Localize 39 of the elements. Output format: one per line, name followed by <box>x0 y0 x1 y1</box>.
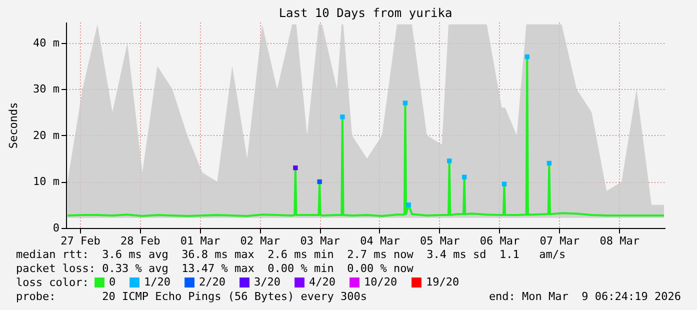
y-tick-label: 0 <box>52 222 60 234</box>
text: probe: 20 ICMP Echo Pings (56 Bytes) every 300s <box>16 290 367 303</box>
point <box>462 174 467 180</box>
legend-label: 19/20 <box>426 276 460 289</box>
point <box>317 179 322 184</box>
y-axis-title: Seconds <box>7 102 20 149</box>
y-tick-label: 10 m <box>33 175 60 188</box>
point <box>402 100 408 106</box>
legend-label: 2/20 <box>199 276 226 289</box>
point <box>340 114 345 120</box>
legend-label: 10/20 <box>364 276 398 289</box>
legend-label: 1/20 <box>144 276 170 289</box>
text: end: Mon Mar 9 06:24:19 2026 <box>488 290 681 303</box>
point <box>546 160 552 166</box>
x-tick-label: 02 Mar <box>240 234 280 248</box>
legend-label: 0 <box>109 276 116 289</box>
point <box>406 202 411 208</box>
legend-title: loss color: <box>16 276 89 289</box>
y-tick-label: 30 m <box>33 82 60 96</box>
text: median rtt: 3.6 ms avg 36.8 ms max 2.6 ms min 2.7 ms now 3.4 ms sd 1.1 am/s <box>16 248 566 261</box>
x-tick-label: 06 Mar <box>480 234 520 248</box>
x-tick-label: 05 Mar <box>420 234 460 248</box>
chart-title: Last 10 Days from yurika <box>278 6 452 20</box>
x-tick-label: 07 Mar <box>540 234 580 248</box>
x-tick-label: 08 Mar <box>600 234 640 248</box>
x-tick-label: 27 Feb <box>60 234 100 248</box>
legend-label: 3/20 <box>254 276 280 289</box>
x-tick-label: 04 Mar <box>360 234 400 248</box>
y-tick-label: 40 m <box>33 36 60 50</box>
legend-label: 4/20 <box>309 276 336 289</box>
y-tick-label: 20 m <box>33 128 60 142</box>
point <box>293 165 298 170</box>
x-tick-label: 03 Mar <box>300 234 340 248</box>
point <box>502 182 507 186</box>
point <box>524 54 530 60</box>
text: packet loss: 0.33 % avg 13.47 % max 0.00 % min 0.00 % now <box>16 262 414 275</box>
x-tick-label: 28 Feb <box>120 234 160 248</box>
x-tick-label: 01 Mar <box>180 234 221 248</box>
point <box>447 158 452 164</box>
